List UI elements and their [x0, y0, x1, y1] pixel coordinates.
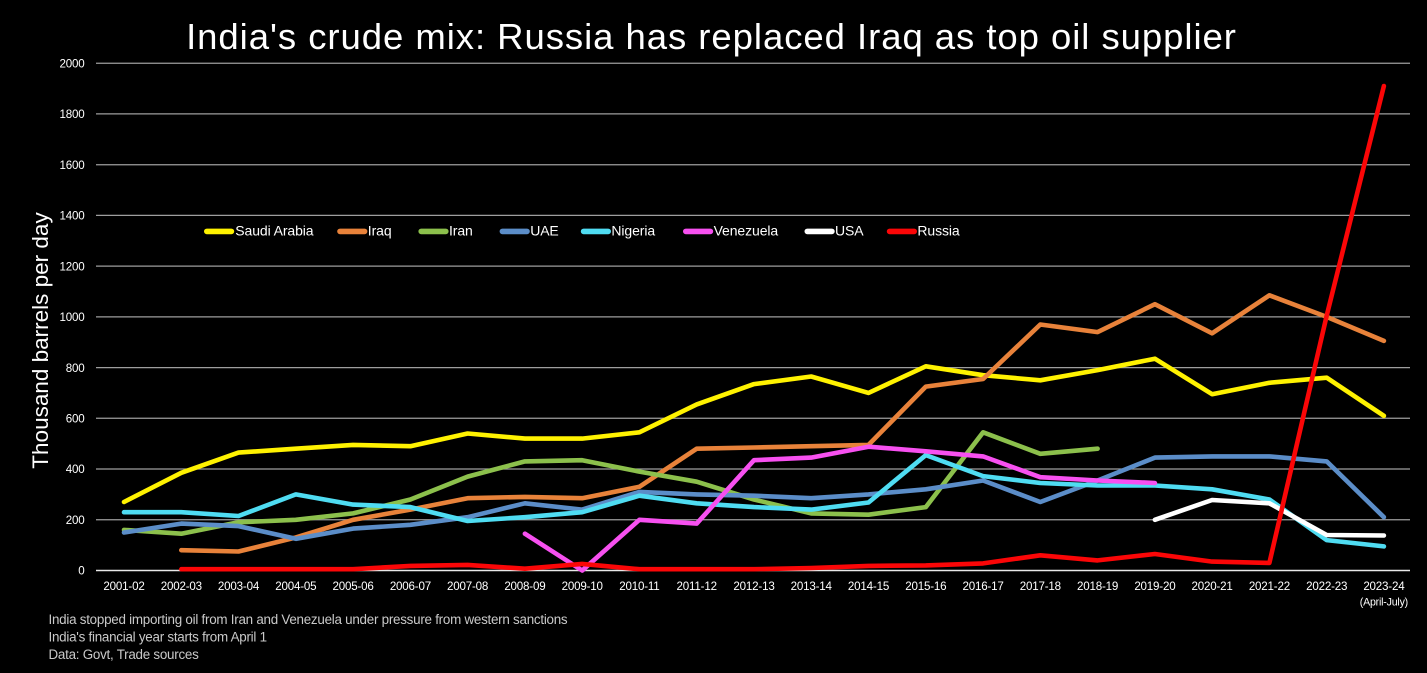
svg-text:2023-24: 2023-24 [1363, 580, 1405, 593]
svg-text:Venezuela: Venezuela [714, 223, 779, 239]
svg-text:2009-10: 2009-10 [562, 580, 603, 593]
svg-text:Iraq: Iraq [368, 223, 392, 239]
svg-text:USA: USA [835, 223, 864, 239]
svg-text:2003-04: 2003-04 [218, 580, 260, 593]
svg-text:1200: 1200 [60, 260, 85, 273]
svg-text:800: 800 [66, 362, 85, 375]
svg-text:1000: 1000 [60, 311, 85, 324]
svg-text:2004-05: 2004-05 [275, 580, 316, 593]
svg-text:600: 600 [66, 413, 85, 426]
svg-text:2012-13: 2012-13 [733, 580, 774, 593]
svg-text:2022-23: 2022-23 [1306, 580, 1347, 593]
svg-text:0: 0 [78, 565, 84, 578]
svg-text:2000: 2000 [60, 57, 85, 70]
svg-text:400: 400 [66, 463, 85, 476]
svg-text:UAE: UAE [530, 223, 559, 239]
svg-text:1600: 1600 [60, 159, 85, 172]
svg-text:2008-09: 2008-09 [504, 580, 545, 593]
svg-text:Saudi Arabia: Saudi Arabia [235, 223, 314, 239]
svg-text:2016-17: 2016-17 [963, 580, 1004, 593]
svg-text:2001-02: 2001-02 [103, 580, 144, 593]
svg-text:2011-12: 2011-12 [677, 580, 717, 593]
svg-text:India's crude mix: Russia has: India's crude mix: Russia has replaced I… [186, 16, 1237, 57]
svg-text:India stopped importing oil fr: India stopped importing oil from Iran an… [49, 612, 568, 627]
svg-text:2017-18: 2017-18 [1020, 580, 1061, 593]
svg-text:2002-03: 2002-03 [161, 580, 202, 593]
svg-text:2007-08: 2007-08 [447, 580, 488, 593]
svg-text:2020-21: 2020-21 [1192, 580, 1233, 593]
svg-text:2015-16: 2015-16 [905, 580, 946, 593]
svg-text:200: 200 [66, 514, 85, 527]
svg-text:Thousand barrels per day: Thousand barrels per day [28, 212, 53, 469]
svg-text:2006-07: 2006-07 [390, 580, 431, 593]
svg-text:Russia: Russia [917, 223, 960, 239]
svg-text:India's financial year starts: India's financial year starts from April… [49, 630, 267, 645]
svg-text:2014-15: 2014-15 [848, 580, 889, 593]
svg-text:2013-14: 2013-14 [791, 580, 833, 593]
svg-text:(April-July): (April-July) [1360, 597, 1408, 609]
svg-text:Nigeria: Nigeria [611, 223, 655, 239]
svg-text:Iran: Iran [449, 223, 473, 239]
svg-text:1800: 1800 [60, 108, 85, 121]
svg-text:2021-22: 2021-22 [1249, 580, 1290, 593]
svg-text:2010-11: 2010-11 [619, 580, 659, 593]
svg-text:Data: Govt, Trade sources: Data: Govt, Trade sources [49, 647, 200, 662]
svg-text:1400: 1400 [60, 210, 85, 223]
svg-text:2019-20: 2019-20 [1134, 580, 1175, 593]
svg-text:2005-06: 2005-06 [333, 580, 374, 593]
svg-text:2018-19: 2018-19 [1077, 580, 1118, 593]
